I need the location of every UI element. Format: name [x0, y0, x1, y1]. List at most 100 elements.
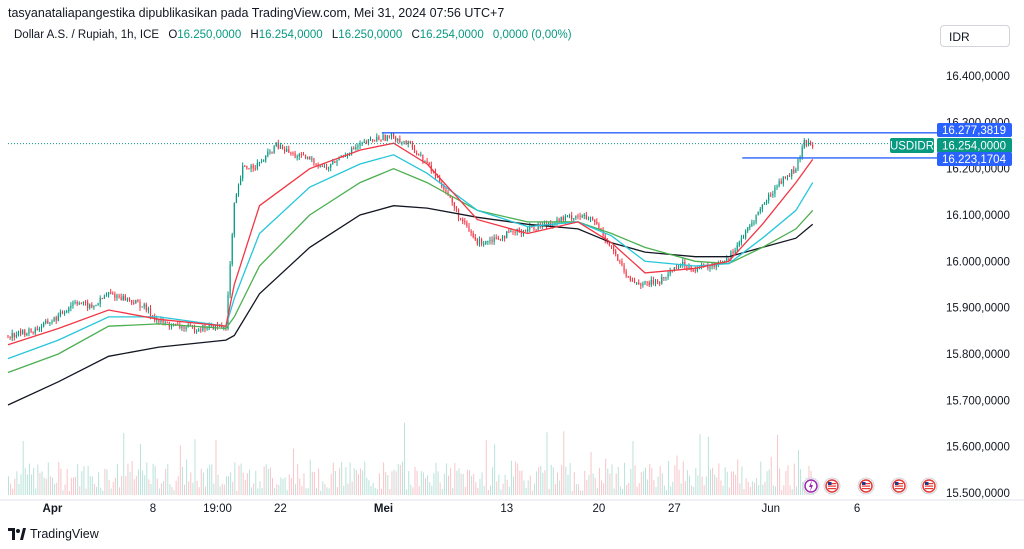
volume-bar: [774, 486, 776, 495]
volume-bar: [649, 463, 651, 495]
volume-bar: [571, 490, 573, 495]
candle-body: [585, 214, 587, 220]
event-flag-icon[interactable]: [890, 477, 908, 495]
candle-body: [63, 312, 66, 314]
candle-body: [545, 222, 548, 226]
volume-bar: [158, 488, 160, 495]
volume-bar: [427, 475, 429, 495]
volume-bar: [647, 479, 649, 495]
volume-bar: [500, 489, 502, 495]
volume-bar: [332, 462, 334, 495]
volume-bar: [372, 482, 374, 495]
volume-bar: [357, 474, 359, 495]
candle-body: [765, 200, 768, 203]
event-flag-icon[interactable]: [823, 477, 841, 495]
candle-body: [646, 281, 648, 283]
candle-body: [669, 270, 671, 274]
candle-body: [809, 141, 812, 146]
low-label: L: [331, 29, 339, 41]
volume-bar: [609, 473, 611, 495]
candle-body: [219, 326, 221, 328]
candle-body: [610, 245, 613, 247]
candle-body: [724, 260, 726, 262]
candle-body: [131, 300, 133, 303]
x-tick-label: 19:00: [203, 503, 232, 515]
candle-body: [277, 142, 279, 149]
event-flag-icon[interactable]: [920, 477, 938, 495]
volume-bar: [106, 469, 108, 495]
volume-bar: [167, 463, 169, 495]
candle-body: [107, 292, 110, 296]
candle-body: [692, 269, 694, 271]
volume-bar: [722, 485, 724, 495]
volume-bar: [211, 464, 213, 495]
y-tick-label: 16.200,0000: [946, 164, 1010, 176]
volume-bar: [318, 468, 320, 495]
volume-bar: [728, 487, 730, 495]
candle-body: [244, 165, 246, 167]
x-axis[interactable]: Apr 8 19:00 22 Mei 13 20 27 Jun 6: [43, 503, 861, 515]
candle-body: [311, 158, 313, 160]
candle-body: [740, 238, 743, 243]
candle-body: [384, 134, 386, 141]
event-flag-icon[interactable]: [857, 477, 875, 495]
flag-canton: [862, 482, 866, 485]
candle-body: [235, 194, 238, 203]
candle-body: [145, 304, 147, 311]
candle-body: [26, 333, 28, 336]
candle-body: [665, 277, 667, 279]
candle-body: [403, 140, 405, 142]
candle-body: [34, 328, 36, 333]
volume-bar: [554, 484, 556, 495]
tradingview-logo-text: TradingView: [30, 527, 99, 541]
volume-bar: [204, 486, 206, 495]
volume-bar: [200, 468, 202, 495]
candle-body: [135, 299, 137, 304]
volume-bar: [789, 485, 791, 495]
candle-body: [407, 141, 409, 144]
candle-body: [319, 165, 321, 167]
volume-bar: [163, 481, 165, 495]
volume-bar: [714, 474, 716, 495]
candle-body: [615, 250, 617, 255]
event-flash-icon[interactable]: [802, 477, 820, 495]
volume-bar: [79, 486, 81, 495]
candle-body: [512, 231, 514, 233]
volume-bar: [431, 485, 433, 495]
volume-bar: [747, 481, 749, 495]
volume-bar: [557, 472, 559, 495]
symbol-name: Dollar A.S. / Rupiah, 1h, ICE: [14, 29, 160, 41]
candle-body: [330, 163, 332, 168]
volume-bar: [772, 485, 774, 495]
volume-bar: [144, 475, 146, 495]
candle-body: [351, 148, 353, 154]
volume-bar: [724, 467, 726, 495]
candle-body: [392, 133, 395, 138]
candle-body: [258, 162, 261, 164]
volume-bar: [389, 489, 391, 495]
currency-selector[interactable]: IDR: [940, 25, 1010, 47]
candle-body: [558, 218, 560, 223]
candle-body: [413, 148, 416, 153]
volume-bar: [127, 463, 129, 495]
high-label: H: [250, 29, 259, 41]
volume-bar: [525, 487, 527, 495]
volume-bar: [575, 483, 577, 495]
volume-bar: [565, 466, 567, 495]
candle-body: [426, 161, 428, 163]
volume-bar: [762, 484, 764, 495]
candle-body: [501, 235, 504, 240]
volume-bar: [601, 480, 603, 495]
volume-bar: [567, 474, 569, 495]
volume-bar: [152, 463, 154, 495]
economic-events[interactable]: [802, 477, 938, 495]
candle-body: [346, 154, 349, 156]
candle-body: [198, 329, 200, 332]
volume-bar: [559, 480, 561, 495]
volume-bar: [116, 463, 118, 495]
tradingview-logo[interactable]: TradingView: [8, 527, 99, 541]
volume-bar: [758, 485, 760, 495]
candle-body: [355, 147, 357, 150]
volume-bar: [628, 482, 630, 495]
